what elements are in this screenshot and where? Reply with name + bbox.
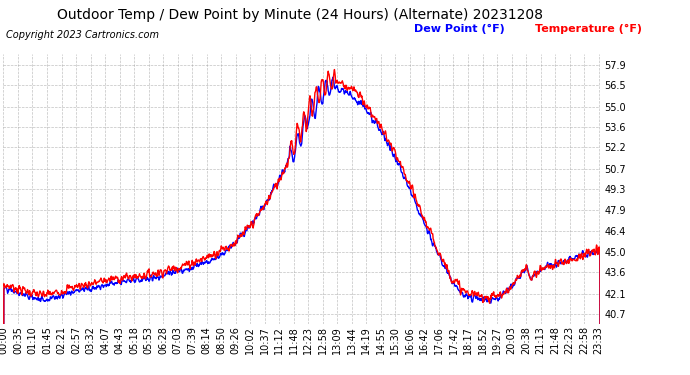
Text: Outdoor Temp / Dew Point by Minute (24 Hours) (Alternate) 20231208: Outdoor Temp / Dew Point by Minute (24 H… — [57, 8, 543, 21]
Text: Temperature (°F): Temperature (°F) — [535, 24, 642, 34]
Text: Dew Point (°F): Dew Point (°F) — [414, 24, 505, 34]
Text: Copyright 2023 Cartronics.com: Copyright 2023 Cartronics.com — [6, 30, 159, 40]
